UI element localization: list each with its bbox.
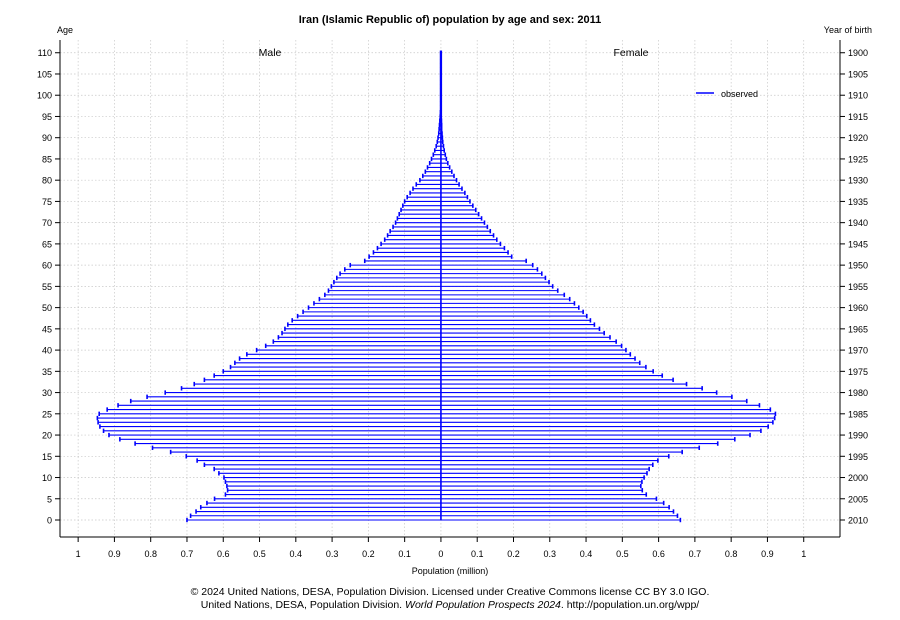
birth-year-tick-label: 1960 <box>848 303 868 313</box>
credits-source: United Nations, DESA, Population Divisio… <box>200 599 406 611</box>
legend: observed <box>696 89 758 99</box>
x-tick-label: 0.3 <box>544 549 557 559</box>
bars <box>96 50 777 523</box>
age-tick-label: 20 <box>42 431 52 441</box>
birth-year-tick-label: 1910 <box>848 91 868 101</box>
axes: 1 0.9 0.8 0.7 0.6 0.5 0.4 0.3 0.2 0.1 0 0.1 0.2 0.3 0.… <box>37 40 868 559</box>
x-axis-label: Population (million) <box>412 566 489 576</box>
age-tick-label: 15 <box>42 452 52 462</box>
birth-year-tick-label: 1975 <box>848 367 868 377</box>
birth-year-tick-label: 1955 <box>848 282 868 292</box>
age-tick-label: 65 <box>42 239 52 249</box>
x-tick-label: 0.1 <box>398 549 411 559</box>
y-right-axis-label: Year of birth <box>824 25 872 35</box>
age-tick-label: 100 <box>37 91 52 101</box>
age-tick-label: 75 <box>42 197 52 207</box>
birth-year-tick-label: 1930 <box>848 176 868 186</box>
birth-year-tick-label: 2000 <box>848 473 868 483</box>
x-tick-label: 1 <box>801 549 806 559</box>
x-tick-label: 0.3 <box>326 549 339 559</box>
age-tick-label: 70 <box>42 218 52 228</box>
credits-url: . http://population.un.org/wpp/ <box>560 599 700 611</box>
age-tick-label: 40 <box>42 346 52 356</box>
credits: © 2024 United Nations, DESA, Population … <box>0 586 900 612</box>
x-tick-label: 0.6 <box>652 549 665 559</box>
birth-year-tick-label: 1970 <box>848 346 868 356</box>
age-tick-label: 10 <box>42 473 52 483</box>
x-tick-label: 0.4 <box>580 549 593 559</box>
x-tick-label: 0.7 <box>689 549 702 559</box>
birth-year-tick-label: 1990 <box>848 431 868 441</box>
age-tick-label: 55 <box>42 282 52 292</box>
x-tick-label: 0.2 <box>507 549 520 559</box>
x-tick-label: 0.1 <box>471 549 484 559</box>
female-label: Female <box>613 47 648 59</box>
x-tick-label: 0.2 <box>362 549 375 559</box>
birth-year-tick-label: 1945 <box>848 239 868 249</box>
age-tick-label: 110 <box>38 48 52 58</box>
gridlines <box>60 40 840 537</box>
credits-line-2: United Nations, DESA, Population Divisio… <box>0 599 900 612</box>
x-tick-label: 0.8 <box>144 549 157 559</box>
x-tick-label: 1 <box>76 549 81 559</box>
y-left-axis-label: Age <box>57 25 73 35</box>
x-tick-label: 0.9 <box>108 549 121 559</box>
age-tick-label: 60 <box>42 261 52 271</box>
birth-year-tick-label: 2010 <box>848 516 868 526</box>
age-tick-label: 45 <box>42 324 52 334</box>
x-tick-label: 0.9 <box>761 549 774 559</box>
chart-title: Iran (Islamic Republic of) population by… <box>299 14 602 26</box>
birth-year-tick-label: 1940 <box>848 218 868 228</box>
birth-year-tick-label: 2005 <box>848 494 868 504</box>
age-tick-label: 90 <box>42 133 52 143</box>
birth-year-tick-label: 1965 <box>848 324 868 334</box>
age-tick-label: 50 <box>42 303 52 313</box>
birth-year-tick-label: 1920 <box>848 133 868 143</box>
birth-year-tick-label: 1915 <box>848 112 868 122</box>
age-tick-label: 95 <box>42 112 52 122</box>
legend-label-observed: observed <box>721 89 758 99</box>
birth-year-tick-label: 1995 <box>848 452 868 462</box>
x-tick-label: 0.5 <box>253 549 266 559</box>
birth-year-tick-label: 1935 <box>848 197 868 207</box>
x-tick-label: 0.7 <box>181 549 194 559</box>
age-tick-label: 30 <box>42 388 52 398</box>
birth-year-tick-label: 1900 <box>848 48 868 58</box>
age-tick-label: 5 <box>47 494 52 504</box>
age-tick-label: 105 <box>37 69 52 79</box>
x-tick-label: 0.5 <box>616 549 629 559</box>
age-tick-label: 85 <box>42 154 52 164</box>
birth-year-tick-label: 1905 <box>848 69 868 79</box>
credits-line-1: © 2024 United Nations, DESA, Population … <box>190 586 710 598</box>
male-label: Male <box>259 47 282 59</box>
x-tick-label: 0.4 <box>290 549 303 559</box>
birth-year-tick-label: 1925 <box>848 154 868 164</box>
credits-publication: World Population Prospects 2024 <box>405 599 561 611</box>
age-tick-label: 80 <box>42 176 52 186</box>
birth-year-tick-label: 1980 <box>848 388 868 398</box>
age-tick-label: 25 <box>42 409 52 419</box>
x-tick-label: 0.8 <box>725 549 738 559</box>
x-tick-label: 0.6 <box>217 549 230 559</box>
age-tick-label: 0 <box>47 516 52 526</box>
birth-year-tick-label: 1985 <box>848 409 868 419</box>
birth-year-tick-label: 1950 <box>848 261 868 271</box>
x-tick-label: 0 <box>438 549 443 559</box>
age-tick-label: 35 <box>42 367 52 377</box>
